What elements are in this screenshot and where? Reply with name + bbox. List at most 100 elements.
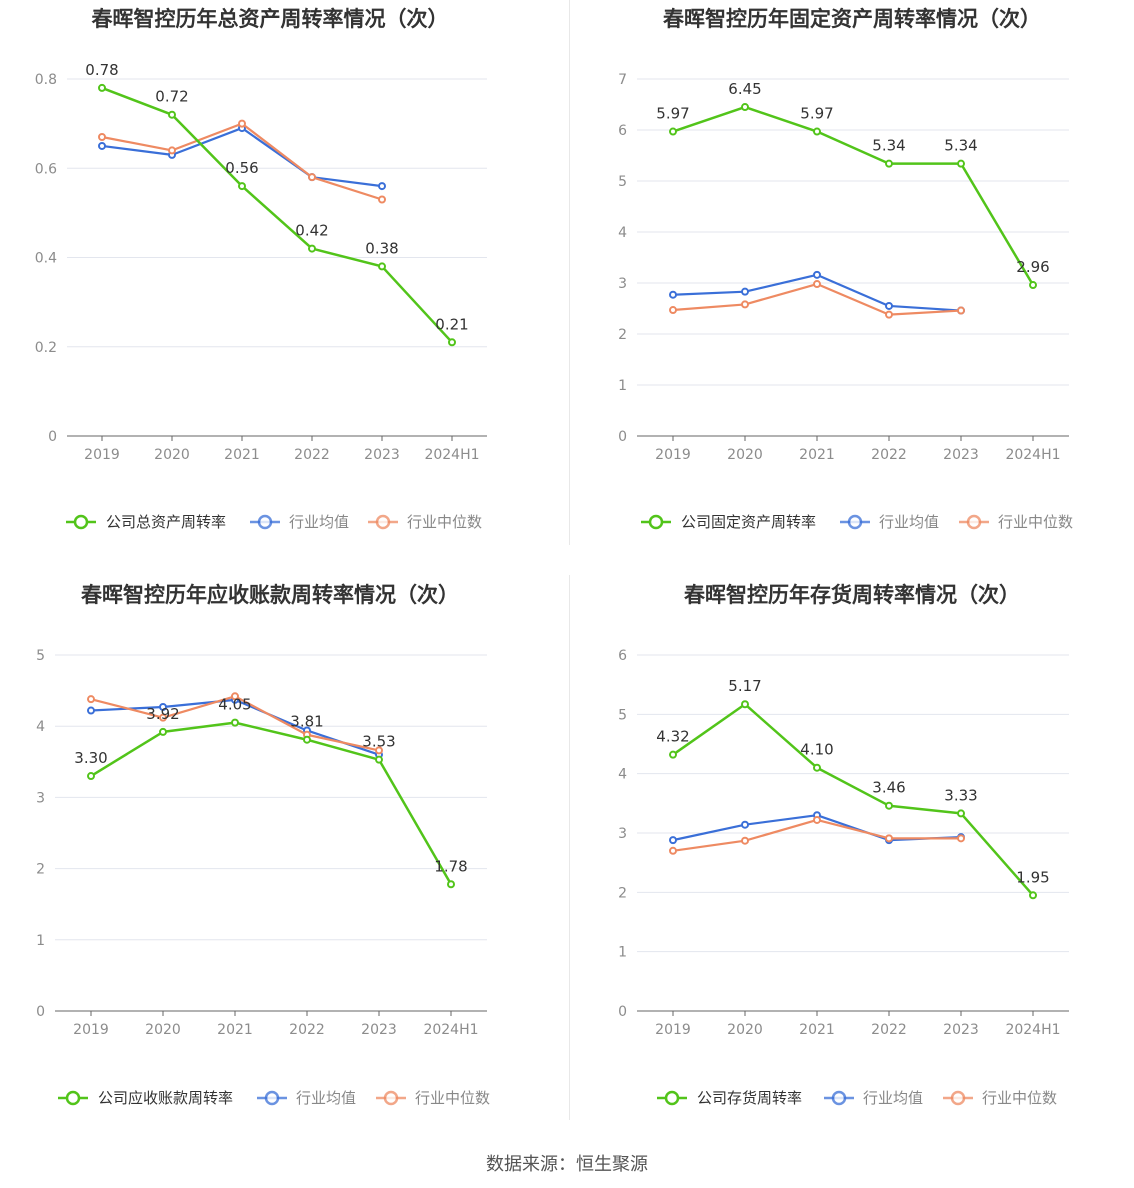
y-tick-label: 2 [36,862,45,878]
y-tick-label: 3 [618,826,627,842]
data-point-industry_avg [669,836,677,845]
series-line-company [101,86,453,344]
data-point-company [447,880,455,889]
data-label: 4.32 [656,728,689,746]
data-label: 3.30 [74,749,107,767]
x-tick-label: 2024H1 [1005,1022,1060,1038]
data-point-industry_median [669,846,677,855]
data-point-industry_avg [741,287,749,296]
data-label: 5.34 [872,137,905,155]
x-tick-label: 2024H1 [424,447,479,463]
data-point-industry_median [231,692,239,701]
x-tick-label: 2021 [217,1022,253,1038]
data-label: 3.92 [146,705,179,723]
data-point-industry_median [813,815,821,824]
y-tick-label: 1 [36,933,45,949]
x-tick-label: 2020 [154,447,190,463]
chart-panel-1: 春晖智控历年总资产周转率情况（次） 0 0.2 0.4 0.6 0.8 2019 2020 20… [35,7,487,531]
data-point-company [813,763,821,772]
data-label: 0.42 [295,222,328,240]
legend-label-industry_median: 行业中位数 [998,513,1073,531]
data-point-company [375,755,383,764]
data-label: 1.95 [1016,868,1049,886]
legend-label-company: 公司应收账款周转率 [98,1089,233,1107]
data-point-industry_median [957,306,965,315]
series-line-industry_median [672,282,962,316]
chart-title: 春晖智控历年存货周转率情况（次） [684,583,1020,607]
x-tick-label: 2019 [655,1022,691,1038]
data-label: 2.96 [1016,258,1049,276]
data-point-industry_median [741,300,749,309]
legend-marker-industry_median [383,1090,399,1106]
y-tick-label: 0.6 [35,161,57,177]
legend-marker-industry_avg [847,514,863,530]
legend-marker-company [648,514,664,530]
y-tick-label: 4 [618,225,627,241]
data-point-industry_median [168,146,176,155]
legend-label-industry_median: 行业中位数 [407,513,482,531]
legend-label-industry_avg: 行业均值 [879,513,939,531]
data-point-industry_median [308,173,316,182]
data-point-company [741,103,749,112]
data-point-company [98,83,106,92]
data-point-industry_median [98,133,106,142]
data-point-company [303,735,311,744]
legend-label-company: 公司固定资产周转率 [681,513,816,531]
x-tick-label: 2019 [84,447,120,463]
data-point-industry_median [159,713,167,722]
x-tick-label: 2019 [655,447,691,463]
data-point-company [669,127,677,136]
data-point-industry_avg [159,702,167,711]
y-tick-label: 1 [618,378,627,394]
x-tick-label: 2021 [224,447,260,463]
x-tick-label: 2020 [145,1022,181,1038]
data-label: 0.21 [435,315,468,333]
data-point-industry_median [669,306,677,315]
x-tick-label: 2023 [943,447,979,463]
data-point-industry_avg [885,301,893,310]
y-tick-label: 0 [618,1004,627,1020]
data-point-company [231,718,239,727]
legend-label-company: 公司存货周转率 [697,1089,802,1107]
series-line-industry_median [672,818,961,852]
data-label: 5.17 [728,677,761,695]
data-point-industry_avg [87,706,95,715]
series-line-company [90,721,453,885]
legend-marker-industry_avg [264,1090,280,1106]
data-point-company [885,159,893,168]
y-tick-label: 3 [618,276,627,292]
data-point-company [378,262,386,271]
chart-panel-2: 春晖智控历年固定资产周转率情况（次） 0 1 2 3 4 5 6 7 2019 2020 2021 20… [618,7,1073,531]
data-label: 4.05 [218,696,251,714]
x-tick-label: 2023 [364,447,400,463]
data-label: 3.46 [872,779,905,797]
x-tick-label: 2020 [727,1022,763,1038]
data-label: 5.34 [944,137,977,155]
data-point-industry_median [741,836,749,845]
data-label: 5.97 [656,105,689,123]
legend-marker-industry_median [966,514,982,530]
chart-title: 春晖智控历年总资产周转率情况（次） [92,7,449,31]
data-point-company [669,750,677,759]
y-tick-label: 5 [618,707,627,723]
data-label: 6.45 [728,80,761,98]
x-tick-label: 2023 [943,1022,979,1038]
data-point-industry_median [375,746,383,755]
legend-label-industry_avg: 行业均值 [863,1089,923,1107]
data-point-industry_median [885,310,893,319]
y-tick-label: 4 [36,719,45,735]
data-point-industry_median [87,695,95,704]
legend-marker-company [664,1090,680,1106]
chart-panel-4: 春晖智控历年存货周转率情况（次） 0 1 2 3 4 5 6 2019 2020 2021 2022 2… [618,583,1069,1107]
legend-marker-industry_median [950,1090,966,1106]
x-tick-label: 2023 [361,1022,397,1038]
data-point-industry_median [238,119,246,128]
legend-marker-industry_avg [831,1090,847,1106]
data-point-industry_median [957,834,965,843]
legend-marker-company [73,514,89,530]
y-tick-label: 1 [618,945,627,961]
data-point-company [741,700,749,709]
y-tick-label: 0 [36,1004,45,1020]
data-label: 3.81 [290,713,323,731]
